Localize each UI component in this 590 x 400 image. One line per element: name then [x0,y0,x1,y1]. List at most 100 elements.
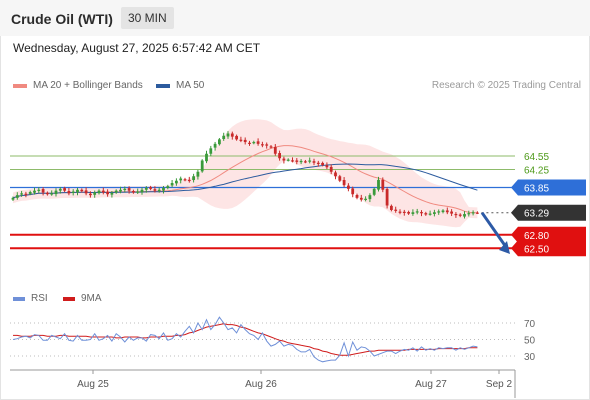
candle-body [424,213,428,215]
candle-body [235,135,238,140]
candle-body [54,190,58,195]
candle-body [89,193,92,196]
candle-body [222,135,226,139]
candle-body [433,212,436,214]
candle-body [381,179,385,190]
candle-body [175,180,178,184]
legend-rsi: RSI [13,293,48,304]
candle-body [256,141,260,144]
candle-body [11,197,15,200]
candle-body [93,192,97,195]
candle-body [407,211,410,214]
candle-body [144,187,148,190]
candle-body [316,162,320,164]
candle-body [157,189,161,191]
rsi-line [12,316,478,363]
candle-body [338,176,342,181]
candle-body [166,186,170,188]
price-tag-label: 62.80 [524,231,549,242]
candle-body [84,190,88,194]
candle-body [377,179,380,190]
candle-body [33,190,36,193]
timeframe-badge[interactable]: 30 MIN [121,7,174,29]
candle-body [334,172,337,177]
candle-body [132,191,135,193]
candle-body [295,160,299,162]
candle-body [359,197,363,200]
candle-body [248,142,251,144]
candle-body [252,142,256,144]
candle-body [41,189,45,193]
rsi-ma-line [13,323,478,356]
candle-body [450,211,453,214]
legend-ma50: MA 50 [156,80,204,91]
candle-body [445,210,449,213]
forecast-arrowhead-icon [499,241,510,254]
candle-body [15,195,19,198]
candle-body [402,211,406,213]
candle-body [110,192,114,195]
legend-ma20-label: MA 20 + Bollinger Bands [33,80,143,91]
candle-body [28,192,32,194]
candle-body [304,161,307,163]
x-tick-label: Aug 27 [415,379,447,390]
candle-body [205,153,208,162]
candle-body [209,148,213,154]
candle-body [454,213,458,216]
candle-body [170,183,174,186]
price-tag-label: 63.85 [524,184,549,195]
candle-body [385,189,389,206]
candle-body [261,144,264,146]
candle-body [415,211,419,213]
x-tick-label: Aug 26 [245,379,277,390]
candle-body [80,189,84,192]
candle-body [398,211,402,213]
candle-body [467,213,471,215]
candle-body [476,212,479,214]
candle-body [364,198,367,200]
candle-body [325,165,329,168]
rsi-tick-label: 50 [524,336,536,347]
candle-body [308,160,312,162]
candle-body [106,191,109,195]
rsi-swatch-icon [13,296,25,301]
research-credit: Research © 2025 Trading Central [431,80,581,91]
candle-body [428,213,432,215]
candle-body [76,189,79,193]
x-tick-label: Aug 25 [77,379,109,390]
price-tag-label: 62.50 [524,244,549,255]
candle-body [394,209,398,211]
candle-body [351,188,355,195]
ma50-swatch-icon [156,83,170,88]
candle-body [20,193,23,195]
candle-body [230,133,234,137]
candle-body [97,190,101,194]
timestamp: Wednesday, August 27, 2025 6:57:42 AM CE… [13,41,261,55]
candle-body [114,190,118,193]
forecast-arrow-shaft [480,211,508,248]
candle-body [149,187,152,189]
candle-body [342,180,346,186]
candle-body [179,178,183,181]
candle-body [329,166,333,172]
candle-body [239,139,243,141]
ma20-swatch-icon [13,83,27,88]
candle-body [273,147,277,154]
bollinger-band [13,119,478,228]
legend-rsi-label: RSI [31,293,48,304]
price-tag [511,179,586,196]
candle-body [37,189,41,191]
candle-body [140,189,144,193]
candle-body [269,146,273,148]
candle-body [192,176,195,181]
candle-body [291,160,294,162]
candle-body [463,214,466,217]
candle-body [458,214,462,216]
rsi-tick-label: 70 [524,319,536,330]
candle-body [46,192,49,195]
candle-body [63,188,66,191]
candle-body [218,139,221,145]
candle-body [119,189,122,192]
candle-body [136,191,140,193]
